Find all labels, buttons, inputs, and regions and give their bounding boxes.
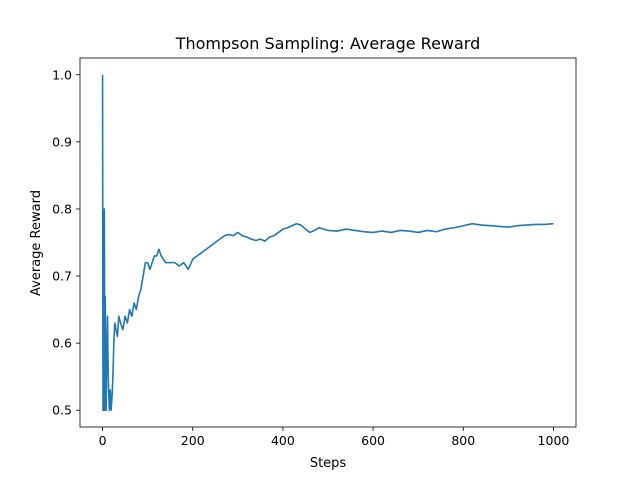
y-tick-label: 1.0 (52, 67, 72, 82)
x-tick-label: 1000 (538, 433, 570, 448)
chart-title: Thompson Sampling: Average Reward (175, 34, 481, 53)
x-axis-label: Steps (310, 456, 347, 471)
y-tick-label: 0.7 (52, 269, 72, 284)
y-tick-label: 0.6 (52, 336, 72, 351)
series-line-0 (101, 74, 554, 412)
x-tick-label: 0 (99, 433, 107, 448)
x-tick-label: 600 (361, 433, 385, 448)
y-axis-label: Average Reward (29, 190, 44, 296)
x-tick-label: 400 (271, 433, 295, 448)
x-tick-label: 200 (181, 433, 205, 448)
y-tick-label: 0.8 (52, 201, 72, 216)
x-tick-label: 800 (451, 433, 475, 448)
plot-area (101, 74, 554, 412)
plot-frame (79, 57, 577, 428)
y-tick-label: 0.9 (52, 134, 72, 149)
y-tick-label: 0.5 (52, 403, 72, 418)
axes: 0 200 400 600 800 1000 0.5 0.6 0.7 0.8 0.9 1.0 (52, 57, 577, 448)
